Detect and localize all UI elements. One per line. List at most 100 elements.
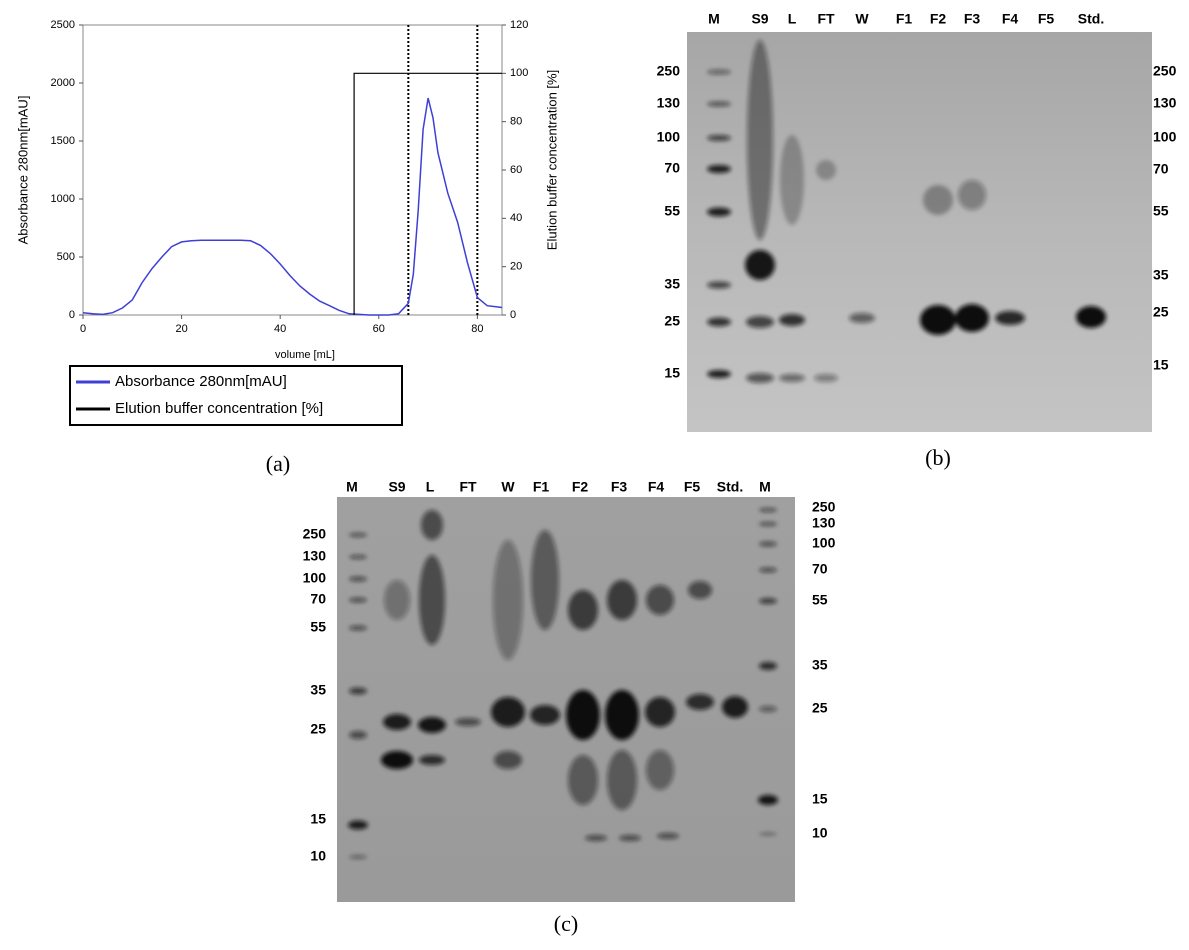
gel-band — [384, 580, 410, 620]
lane-label: F2 — [572, 479, 589, 495]
y-axis-label: Absorbance 280nm[mAU] — [15, 96, 30, 245]
marker-label: 35 — [310, 682, 326, 698]
gel-band — [758, 795, 778, 805]
y-tick-label: 0 — [69, 309, 75, 321]
gel-band — [747, 40, 773, 240]
gel-band — [759, 598, 777, 604]
gel-band — [923, 185, 953, 215]
lane-label: M — [708, 11, 720, 27]
gel-band — [920, 305, 956, 335]
marker-label: 70 — [664, 160, 680, 176]
gel-band — [759, 567, 777, 573]
gel-band — [349, 597, 367, 603]
gel-band — [759, 541, 777, 547]
x-axis-label: volume [mL] — [275, 349, 335, 361]
gel-band — [531, 530, 559, 630]
gel-band — [349, 731, 367, 739]
gel-band — [759, 832, 777, 836]
marker-label: 15 — [310, 811, 326, 827]
y-tick-label: 1000 — [51, 193, 75, 205]
gel-band — [349, 576, 367, 582]
gel-band — [759, 508, 777, 512]
y2-tick-label: 100 — [510, 67, 528, 79]
gel-band — [646, 585, 674, 615]
marker-label: 10 — [310, 848, 326, 864]
x-tick-label: 0 — [80, 323, 86, 335]
lane-label: Std. — [1078, 11, 1104, 27]
data-line — [353, 72, 502, 315]
marker-label: 55 — [664, 203, 680, 219]
gel-band — [746, 316, 774, 328]
lane-label: M — [759, 479, 771, 495]
gel-band — [657, 833, 679, 839]
gel-band — [607, 580, 637, 620]
marker-label: 10 — [812, 825, 828, 841]
gel-band — [494, 751, 522, 769]
lane-label: F1 — [896, 11, 913, 27]
lane-label: S9 — [751, 11, 768, 27]
gel-band — [1076, 306, 1106, 328]
lane-label: FT — [817, 11, 835, 27]
marker-label: 250 — [303, 526, 327, 542]
gel-band — [995, 311, 1025, 325]
gel-band — [619, 835, 641, 841]
x-tick-label: 20 — [175, 323, 187, 335]
gel-band — [646, 750, 674, 790]
marker-label: 15 — [1153, 357, 1169, 373]
gel-band — [491, 697, 525, 727]
gel-band — [780, 135, 804, 225]
marker-label: 70 — [310, 591, 326, 607]
gel-band — [816, 160, 836, 180]
gel-band — [779, 374, 805, 382]
gel-band — [568, 755, 598, 805]
gel-band — [686, 694, 714, 710]
y2-tick-label: 120 — [510, 19, 528, 31]
marker-label: 55 — [812, 592, 828, 608]
gel-bands — [707, 40, 1106, 383]
marker-label: 250 — [1153, 63, 1177, 79]
marker-label: 35 — [1153, 267, 1169, 283]
marker-label: 100 — [303, 570, 327, 586]
lane-label: F3 — [611, 479, 628, 495]
lane-label: F5 — [684, 479, 701, 495]
marker-label: 55 — [1153, 203, 1169, 219]
gel-band — [707, 135, 731, 141]
gel-band — [607, 750, 637, 810]
marker-label: 130 — [1153, 95, 1177, 111]
gel-bands — [348, 508, 778, 859]
gel-band — [707, 281, 731, 289]
lane-label: Std. — [717, 479, 743, 495]
gel-band — [688, 581, 712, 599]
data-line — [82, 97, 503, 316]
lane-label: F2 — [930, 11, 947, 27]
gel-band — [568, 590, 598, 630]
panel-label: (c) — [554, 911, 578, 936]
gel-band — [383, 714, 411, 730]
gel-band — [493, 540, 523, 660]
gel-band — [955, 304, 989, 332]
lane-label: F4 — [648, 479, 665, 495]
gel-band — [349, 625, 367, 631]
gel-band — [707, 207, 731, 217]
panel-label: (b) — [925, 445, 951, 470]
gel-band — [958, 180, 986, 210]
gel-band — [530, 705, 560, 725]
y2-tick-label: 60 — [510, 164, 522, 176]
marker-label: 250 — [657, 63, 681, 79]
lane-label: W — [501, 479, 515, 495]
lane-label: M — [346, 479, 358, 495]
gel-band — [759, 662, 777, 670]
lane-label: L — [426, 479, 435, 495]
gel-band — [349, 555, 367, 559]
y-tick-label: 2500 — [51, 19, 75, 31]
gel-band — [645, 697, 675, 727]
marker-label: 100 — [812, 535, 836, 551]
gel-band — [814, 374, 838, 382]
y2-tick-label: 40 — [510, 212, 522, 224]
gel-band — [605, 690, 639, 740]
marker-label: 100 — [1153, 129, 1177, 145]
marker-label: 15 — [664, 365, 680, 381]
y2-tick-label: 20 — [510, 261, 522, 273]
gel-image — [337, 497, 795, 902]
